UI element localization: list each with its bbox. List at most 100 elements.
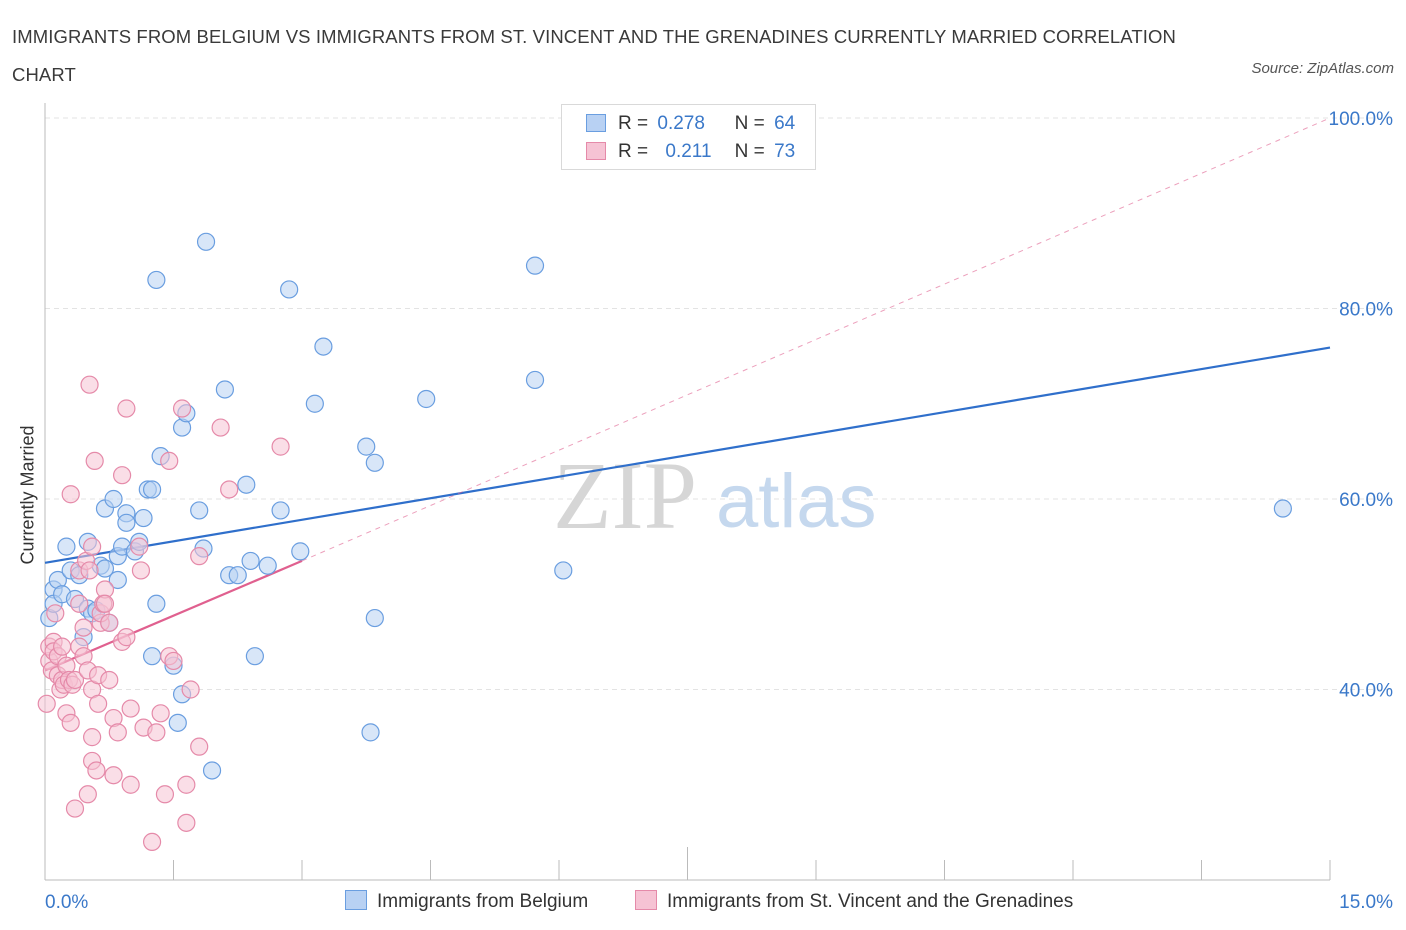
belgium-point	[417, 389, 436, 409]
gridlines	[45, 117, 1395, 690]
y-tick-label: 60.0%	[1339, 490, 1393, 511]
st-vincent-point	[164, 651, 183, 671]
legend-row-belgium: R = 0.278 N = 64	[586, 111, 795, 137]
axes	[44, 103, 1331, 881]
st-vincent-point	[131, 561, 151, 580]
belgium-point	[361, 723, 380, 742]
belgium-point	[314, 337, 333, 356]
n-label: N =	[734, 141, 765, 162]
r-label: R =	[618, 113, 649, 134]
st-vincent-point	[172, 399, 192, 418]
belgium-trend-line	[44, 346, 1331, 564]
belgium-point	[228, 566, 247, 585]
st-vincent-point	[78, 785, 97, 804]
tick-labels: 40.0% 60.0% 80.0% 100.0% 0.0% 15.0%	[45, 109, 1393, 913]
st-vincent-point	[121, 775, 140, 794]
st-vincent-point	[104, 766, 123, 785]
belgium-point	[215, 380, 234, 399]
belgium-point	[134, 508, 153, 528]
st-vincent-point	[100, 613, 119, 632]
st-vincent-point	[37, 694, 56, 713]
watermark: ZIP atlas	[553, 442, 877, 549]
st-vincent-point	[53, 637, 72, 656]
st-vincent-point	[117, 399, 136, 418]
chart-title: IMMIGRANTS FROM BELGIUM VS IMMIGRANTS FR…	[12, 26, 1176, 85]
source-credit: Source: ZipAtlas.com	[1251, 60, 1394, 77]
belgium-point	[202, 761, 222, 780]
st-vincent-point	[155, 785, 175, 804]
belgium-point	[258, 556, 277, 575]
st-vincent-point	[100, 670, 119, 690]
belgium-point	[142, 647, 162, 666]
st-vincent-point	[190, 737, 209, 756]
trend-lines	[44, 117, 1331, 672]
st-vincent-series-label: Immigrants from St. Vincent and the Gren…	[667, 891, 1074, 912]
st-vincent-point	[121, 699, 140, 718]
watermark-atlas: atlas	[716, 459, 877, 544]
st-vincent-point	[46, 604, 65, 623]
st-vincent-point	[87, 761, 106, 780]
belgium-point	[117, 513, 136, 532]
belgium-point	[305, 394, 324, 413]
st-vincent-trend-extension	[301, 117, 1331, 562]
y-tick-label: 40.0%	[1339, 681, 1393, 702]
st-vincent-point	[95, 594, 115, 613]
st-vincent-point	[271, 437, 290, 456]
st-vincent-point	[112, 466, 132, 485]
st-vincent-point	[108, 723, 127, 742]
st-vincent-point	[181, 680, 200, 699]
data-points	[37, 232, 1292, 852]
st-vincent-point	[65, 799, 85, 818]
st-vincent-point	[130, 537, 149, 556]
st-vincent-point	[211, 418, 230, 437]
st-vincent-point	[177, 775, 196, 794]
belgium-point	[196, 232, 216, 251]
st-vincent-point	[80, 561, 99, 580]
st-vincent-point	[70, 594, 89, 613]
belgium-point	[190, 501, 209, 520]
belgium-point	[168, 713, 187, 732]
belgium-point	[147, 270, 166, 290]
belgium-point	[241, 551, 260, 571]
st-vincent-point	[147, 723, 166, 742]
y-tick-label: 80.0%	[1339, 300, 1393, 321]
st-vincent-n-value: 73	[774, 141, 796, 162]
belgium-point	[280, 280, 299, 299]
belgium-swatch	[586, 114, 606, 132]
st-vincent-point	[89, 694, 108, 713]
y-axis-label: Currently Married	[17, 425, 38, 565]
st-vincent-point	[142, 832, 162, 852]
st-vincent-point	[61, 713, 80, 732]
x-tick-label: 15.0%	[1339, 892, 1393, 913]
belgium-point	[142, 480, 162, 499]
st-vincent-point	[85, 451, 104, 470]
belgium-point	[365, 453, 384, 472]
st-vincent-point	[83, 728, 102, 747]
belgium-point	[147, 594, 166, 613]
bottom-legend-belgium: Immigrants from Belgium	[345, 888, 588, 916]
st-vincent-point	[190, 547, 209, 566]
belgium-point	[365, 608, 384, 628]
correlation-legend: R = 0.278 N = 64 R = 0.211 N = 73	[561, 104, 816, 170]
belgium-point	[291, 542, 310, 561]
st-vincent-swatch	[586, 142, 606, 160]
belgium-point	[1273, 499, 1292, 518]
belgium-series-label: Immigrants from Belgium	[377, 891, 589, 912]
st-vincent-point	[160, 451, 179, 470]
belgium-swatch	[345, 890, 367, 910]
belgium-point	[245, 647, 264, 666]
st-vincent-point	[65, 670, 85, 690]
belgium-point	[357, 437, 376, 456]
y-tick-label: 100.0%	[1329, 109, 1394, 130]
st-vincent-point	[117, 628, 136, 647]
belgium-point	[554, 561, 573, 580]
x-tick-label: 0.0%	[45, 892, 88, 913]
belgium-point	[57, 537, 76, 556]
st-vincent-r-value: 0.211	[665, 141, 712, 162]
st-vincent-point	[220, 480, 239, 499]
watermark-zip: ZIP	[553, 442, 697, 549]
st-vincent-swatch	[635, 890, 657, 910]
r-label: R =	[618, 141, 649, 162]
st-vincent-point	[177, 813, 196, 832]
st-vincent-point	[80, 375, 99, 394]
